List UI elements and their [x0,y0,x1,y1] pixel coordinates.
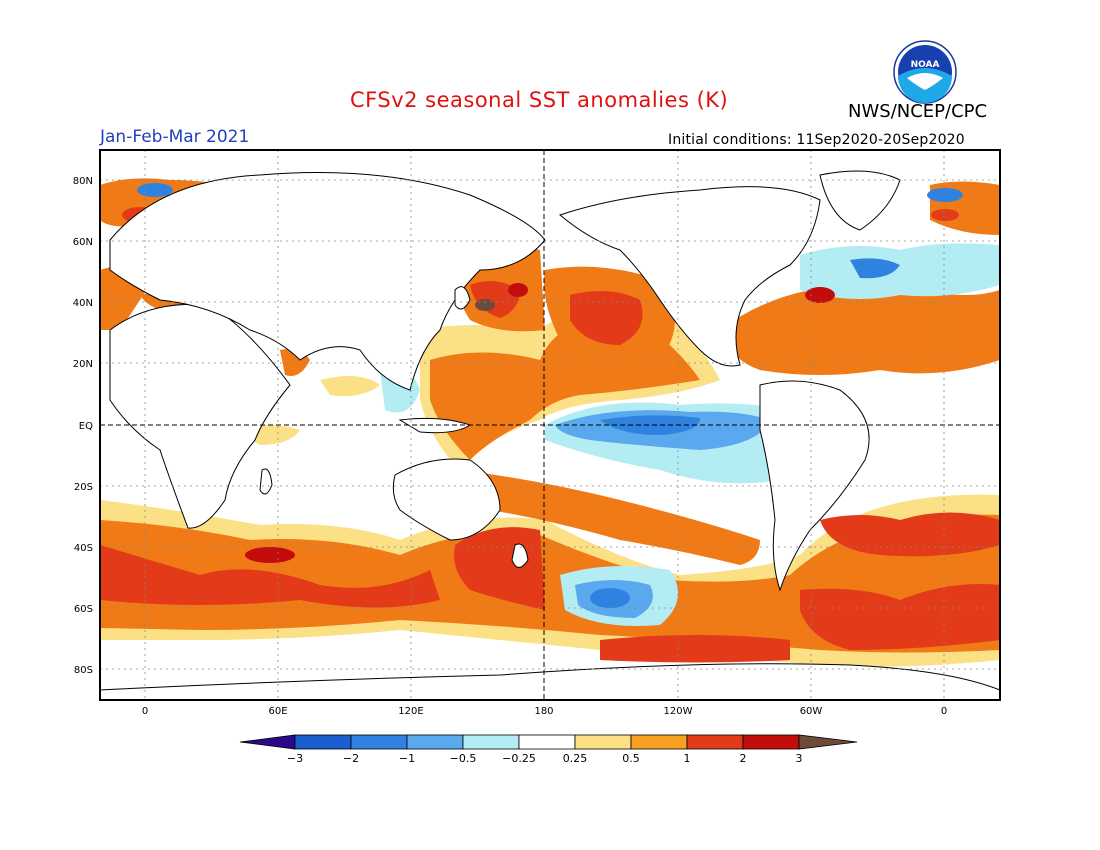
lat-label: 80S [74,665,93,676]
colorbar-swatch [462,734,520,750]
agency-label: NWS/NCEP/CPC [848,101,988,122]
colorbar-tick-label: 0.5 [622,752,640,765]
lat-label: 60S [74,604,93,615]
eurasia-continent [109,172,546,391]
colorbar-legend: −3 −2 −1 −0.5 −0.25 0.25 0.5 1 2 3 [239,734,858,765]
lon-label: 0 [941,706,947,717]
colorbar-tick-label: −0.25 [502,752,536,765]
lat-label: EQ [79,421,93,432]
colorbar-tick-label: −2 [343,752,359,765]
colorbar-swatch [294,734,352,750]
colorbar-swatch [742,734,800,750]
colorbar-swatch [630,734,688,750]
south-america-continent [759,380,870,592]
lon-label: 60E [268,706,287,717]
equatorial-pacific-cool-anomaly [545,402,790,484]
latitude-axis: 80N 60N 40N 20N EQ 20S 40S 60S 80S [73,176,93,676]
colorbar-swatch [518,734,576,750]
new-zealand-island [511,543,529,568]
colorbar-tick-label: 2 [740,752,747,765]
colorbar-swatch [350,734,408,750]
lon-label: 60W [800,706,823,717]
lat-label: 40N [73,298,93,309]
forecast-period: Jan-Feb-Mar 2021 [100,127,250,147]
colorbar-tick-label: −1 [399,752,415,765]
lat-label: 20S [74,482,93,493]
landmasses [100,170,1000,700]
lat-label: 40S [74,543,93,554]
colorbar-tick-label: −3 [287,752,303,765]
antarctica [100,663,1000,700]
initial-conditions: Initial conditions: 11Sep2020-20Sep2020 [668,132,965,148]
lat-label: 20N [73,359,93,370]
lon-label: 180 [534,706,553,717]
north-atlantic-anomaly [720,181,1000,375]
colorbar-swatch [574,734,632,750]
colorbar-tick-label: −0.5 [450,752,477,765]
lon-label: 120E [398,706,423,717]
lon-label: 120W [664,706,693,717]
equator-dateline [100,150,1000,700]
north-america-continent [558,186,821,367]
australia-continent [392,458,501,541]
noaa-logo-icon: NOAA [893,40,957,104]
lon-label: 0 [142,706,148,717]
map-frame [99,149,1001,701]
colorbar-high-arrow [798,734,858,750]
svg-text:NOAA: NOAA [911,60,940,70]
colorbar-tick-label: 0.25 [563,752,588,765]
lat-label: 80N [73,176,93,187]
lat-label: 60N [73,237,93,248]
southern-ocean-warm-anomaly [100,494,1000,667]
greenland [819,170,901,231]
pacific-warm-anomaly [420,245,760,565]
south-pacific-cool-anomaly [560,566,678,626]
colorbar-tick-label: 3 [796,752,803,765]
colorbar-swatch [686,734,744,750]
map-gridlines [100,150,1000,700]
colorbar-swatch [406,734,464,750]
longitude-axis: 0 60E 120E 180 120W 60W 0 [142,706,947,717]
colorbar-tick-label: 1 [684,752,691,765]
chart-title: CFSv2 seasonal SST anomalies (K) [350,88,729,112]
colorbar-low-arrow [239,734,296,750]
japan-island [454,286,471,310]
madagascar-island [259,468,273,495]
